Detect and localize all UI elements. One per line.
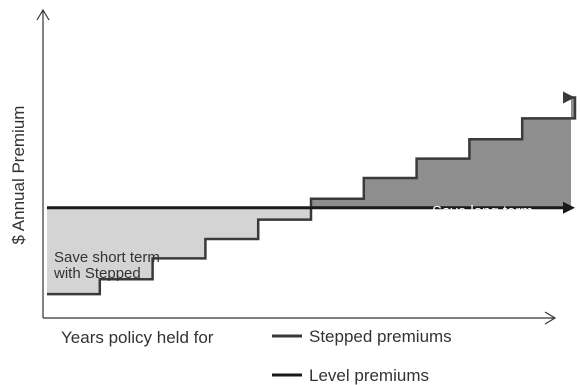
savings-areas — [47, 97, 575, 295]
stepped-arrowhead — [563, 91, 575, 104]
annotation-save-long-term: Save long term with Level — [431, 203, 533, 236]
level-arrowhead — [563, 201, 575, 214]
series-line-stepped — [47, 96, 577, 296]
axes — [36, 8, 557, 325]
series-lines — [47, 91, 577, 296]
annotation-save-short-term: Save short term with Stepped — [53, 249, 160, 282]
y-axis-label: $ Annual Premium — [9, 106, 28, 245]
area-save-short-term — [47, 207, 311, 295]
x-axis-arrow — [544, 311, 557, 325]
annotations: Save short term with Stepped Save long ter… — [53, 203, 533, 282]
x-axis-label: Years policy held for — [61, 328, 214, 347]
area-save-long-term — [311, 97, 575, 208]
legend-label-stepped: Stepped premiums — [309, 327, 452, 346]
y-axis-arrow — [36, 8, 50, 21]
legend-label-level: Level premiums — [309, 366, 429, 385]
legend: Stepped premiums Level premiums — [272, 327, 452, 385]
